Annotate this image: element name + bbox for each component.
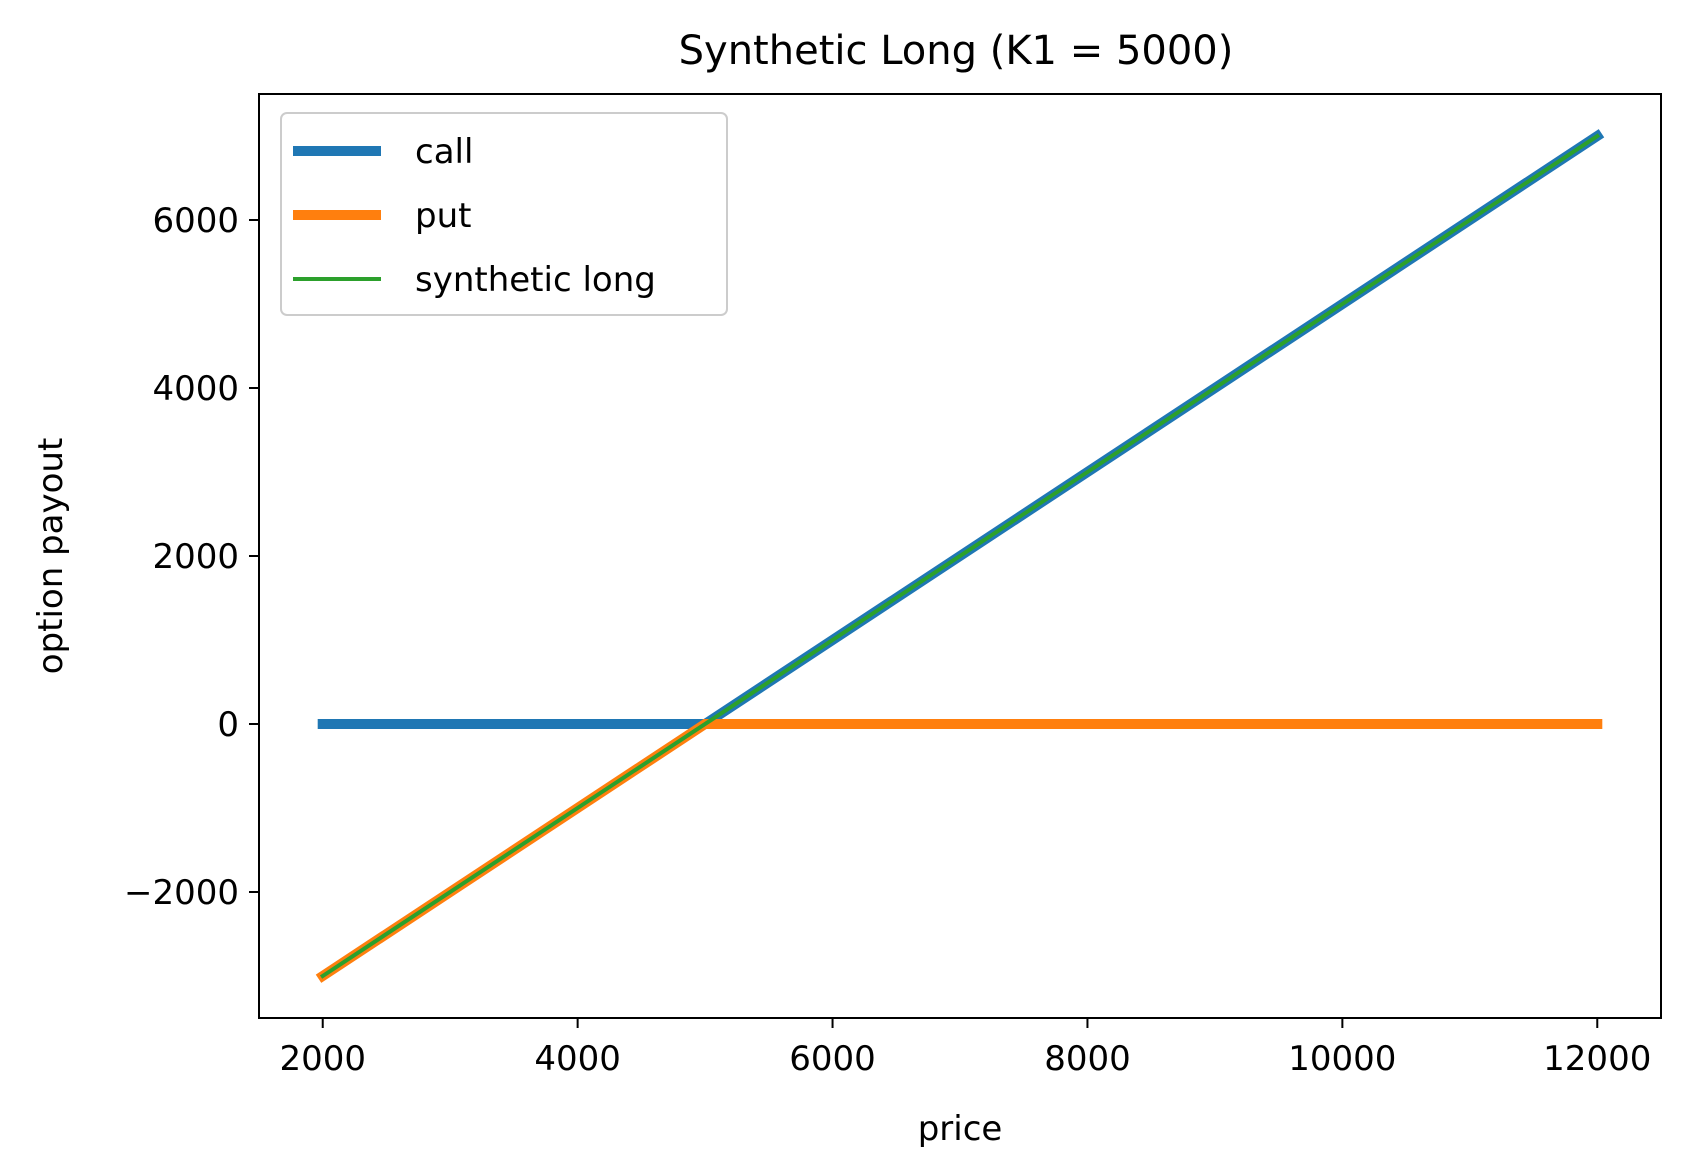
x-axis: 2000 4000 6000 8000 10000 12000 <box>279 1018 1651 1079</box>
legend-label-put: put <box>415 196 471 236</box>
y-tick-label: 0 <box>217 705 239 745</box>
x-tick-label: 4000 <box>534 1039 621 1079</box>
legend-label-call: call <box>415 132 473 172</box>
y-tick-label: 2000 <box>152 537 239 577</box>
x-tick-label: 2000 <box>279 1039 366 1079</box>
y-axis: −2000 0 2000 4000 6000 <box>124 201 259 913</box>
legend-label-synthetic-long: synthetic long <box>415 260 656 300</box>
legend: call put synthetic long <box>280 112 728 316</box>
x-tick-label: 10000 <box>1288 1039 1396 1079</box>
x-tick-label: 8000 <box>1044 1039 1131 1079</box>
y-tick-label: 4000 <box>152 369 239 409</box>
legend-box <box>280 112 728 316</box>
x-axis-label: price <box>918 1109 1003 1149</box>
plot-series <box>315 129 1605 983</box>
x-tick-label: 12000 <box>1543 1039 1651 1079</box>
x-tick-label: 6000 <box>789 1039 876 1079</box>
series-line-synthetic-long <box>319 133 1601 979</box>
y-tick-label: 6000 <box>152 201 239 241</box>
chart-title: Synthetic Long (K1 = 5000) <box>679 28 1234 74</box>
y-axis-label: option payout <box>31 438 71 675</box>
y-tick-label: −2000 <box>124 873 239 913</box>
